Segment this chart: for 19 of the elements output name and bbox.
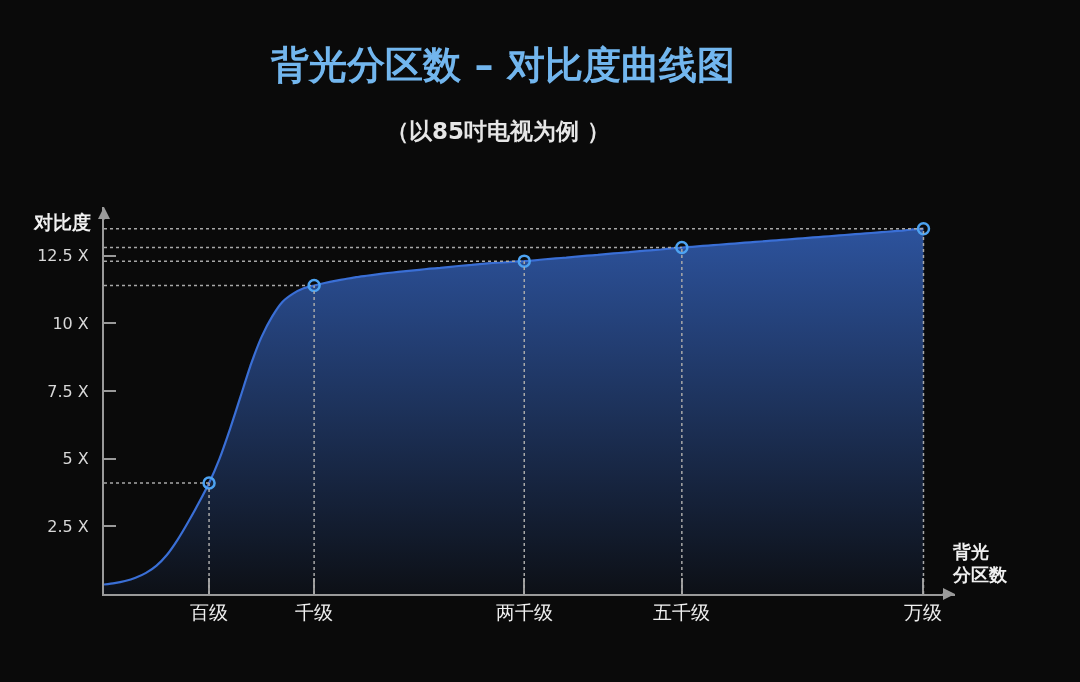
point: [916, 221, 931, 236]
x-tick-label: 五千级: [653, 600, 711, 623]
point: [307, 278, 321, 293]
y-tick-label: 5 X: [62, 449, 89, 469]
x-tick-label: 两千级: [495, 600, 553, 623]
y-tick-label: 10 X: [52, 313, 89, 333]
x-tick-label: 万级: [904, 600, 943, 623]
chart-subtitle: （以85吋电视为例 ）: [386, 118, 611, 144]
x-tick-label: 百级: [190, 600, 229, 623]
x-axis-title: 背光分区数: [952, 541, 1008, 586]
point: [675, 240, 689, 255]
point: [517, 254, 531, 268]
y-tick-label: 2.5 X: [47, 516, 89, 536]
y-tick-label: 12.5 X: [37, 246, 89, 266]
chart-title: 背光分区数 – 对比度曲线图: [270, 43, 735, 88]
x-tick-label: 千级: [295, 600, 334, 623]
y-axis-title: 对比度: [33, 211, 91, 233]
y-tick-label: 7.5 X: [47, 381, 89, 401]
point: [202, 476, 216, 490]
